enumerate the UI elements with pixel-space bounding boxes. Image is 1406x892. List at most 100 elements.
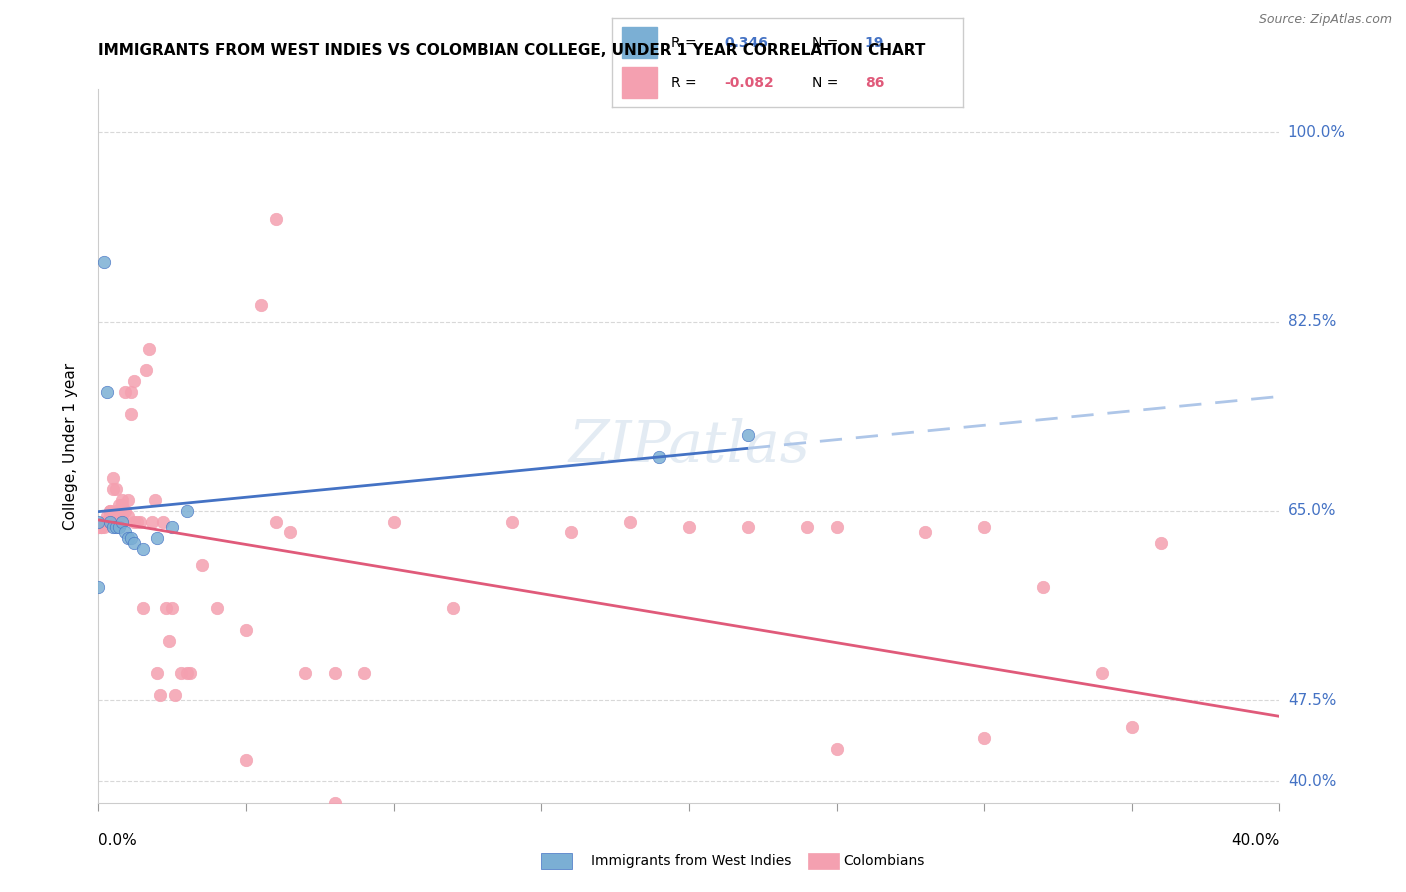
Point xyxy=(103,482,125,496)
Bar xyxy=(621,67,657,98)
Point xyxy=(114,525,136,540)
Point xyxy=(122,536,145,550)
Point xyxy=(87,520,110,534)
Point xyxy=(250,298,273,312)
Point xyxy=(353,666,375,681)
Point xyxy=(98,504,121,518)
Text: Immigrants from West Indies: Immigrants from West Indies xyxy=(591,854,792,868)
Point xyxy=(96,515,118,529)
Point xyxy=(96,384,118,399)
Point xyxy=(264,211,287,226)
Text: 40.0%: 40.0% xyxy=(1232,833,1279,848)
Point xyxy=(143,493,166,508)
Text: -0.082: -0.082 xyxy=(724,76,773,90)
Point xyxy=(157,633,180,648)
Point xyxy=(98,504,121,518)
Point xyxy=(205,601,228,615)
Point xyxy=(96,515,118,529)
Point xyxy=(560,525,582,540)
Point xyxy=(146,531,169,545)
Point xyxy=(96,509,118,524)
Point xyxy=(796,520,818,534)
Point xyxy=(176,666,198,681)
Point xyxy=(87,515,110,529)
Point xyxy=(176,504,198,518)
Point xyxy=(973,520,995,534)
Point xyxy=(105,520,128,534)
Text: 65.0%: 65.0% xyxy=(1288,503,1336,518)
Point xyxy=(117,493,139,508)
Point xyxy=(648,450,671,464)
Point xyxy=(235,623,257,637)
Point xyxy=(90,520,112,534)
Point xyxy=(278,525,302,540)
Point xyxy=(501,515,523,529)
Text: 0.346: 0.346 xyxy=(724,36,768,50)
Point xyxy=(122,374,145,388)
Point xyxy=(90,520,112,534)
Point xyxy=(619,515,641,529)
Point xyxy=(111,499,134,513)
Point xyxy=(162,520,183,534)
Point xyxy=(737,428,759,442)
Text: 0.0%: 0.0% xyxy=(98,833,138,848)
Point xyxy=(132,541,155,556)
Point xyxy=(111,509,134,524)
Point xyxy=(93,515,115,529)
Point xyxy=(825,741,848,756)
Point xyxy=(914,525,936,540)
Text: Source: ZipAtlas.com: Source: ZipAtlas.com xyxy=(1258,13,1392,27)
Y-axis label: College, Under 1 year: College, Under 1 year xyxy=(63,362,77,530)
Point xyxy=(165,688,187,702)
Point xyxy=(162,601,183,615)
Point xyxy=(141,515,163,529)
Point xyxy=(93,520,115,534)
Point xyxy=(105,482,128,496)
Point xyxy=(152,515,174,529)
Point xyxy=(90,520,112,534)
Point xyxy=(105,504,128,518)
Point xyxy=(323,796,346,810)
Text: 40.0%: 40.0% xyxy=(1288,773,1336,789)
Point xyxy=(93,255,115,269)
Point xyxy=(111,515,134,529)
Point xyxy=(323,666,346,681)
Point xyxy=(132,601,155,615)
Bar xyxy=(621,27,657,58)
Point xyxy=(179,666,201,681)
Point xyxy=(170,666,193,681)
Point xyxy=(103,515,125,529)
Point xyxy=(120,384,142,399)
Text: ZIPatlas: ZIPatlas xyxy=(568,417,810,475)
Point xyxy=(98,515,121,529)
Point xyxy=(1032,580,1054,594)
Text: 86: 86 xyxy=(865,76,884,90)
Point xyxy=(737,520,759,534)
Text: IMMIGRANTS FROM WEST INDIES VS COLOMBIAN COLLEGE, UNDER 1 YEAR CORRELATION CHART: IMMIGRANTS FROM WEST INDIES VS COLOMBIAN… xyxy=(98,43,925,58)
Point xyxy=(87,580,110,594)
Text: N =: N = xyxy=(813,36,842,50)
Point xyxy=(973,731,995,745)
Point xyxy=(103,509,125,524)
Text: Colombians: Colombians xyxy=(844,854,925,868)
Point xyxy=(120,407,142,421)
Point xyxy=(114,384,136,399)
Text: 82.5%: 82.5% xyxy=(1288,314,1336,329)
Point xyxy=(1150,536,1173,550)
Point xyxy=(87,520,110,534)
Point xyxy=(96,515,118,529)
Text: 100.0%: 100.0% xyxy=(1288,125,1346,140)
Point xyxy=(108,499,131,513)
Point xyxy=(128,515,150,529)
Text: R =: R = xyxy=(672,76,702,90)
Point xyxy=(98,509,121,524)
Text: R =: R = xyxy=(672,36,702,50)
Point xyxy=(825,520,848,534)
Point xyxy=(122,515,145,529)
Point xyxy=(1121,720,1143,734)
Point xyxy=(382,515,405,529)
Point xyxy=(87,520,110,534)
Point xyxy=(678,520,700,534)
Point xyxy=(235,753,257,767)
Point xyxy=(117,509,139,524)
